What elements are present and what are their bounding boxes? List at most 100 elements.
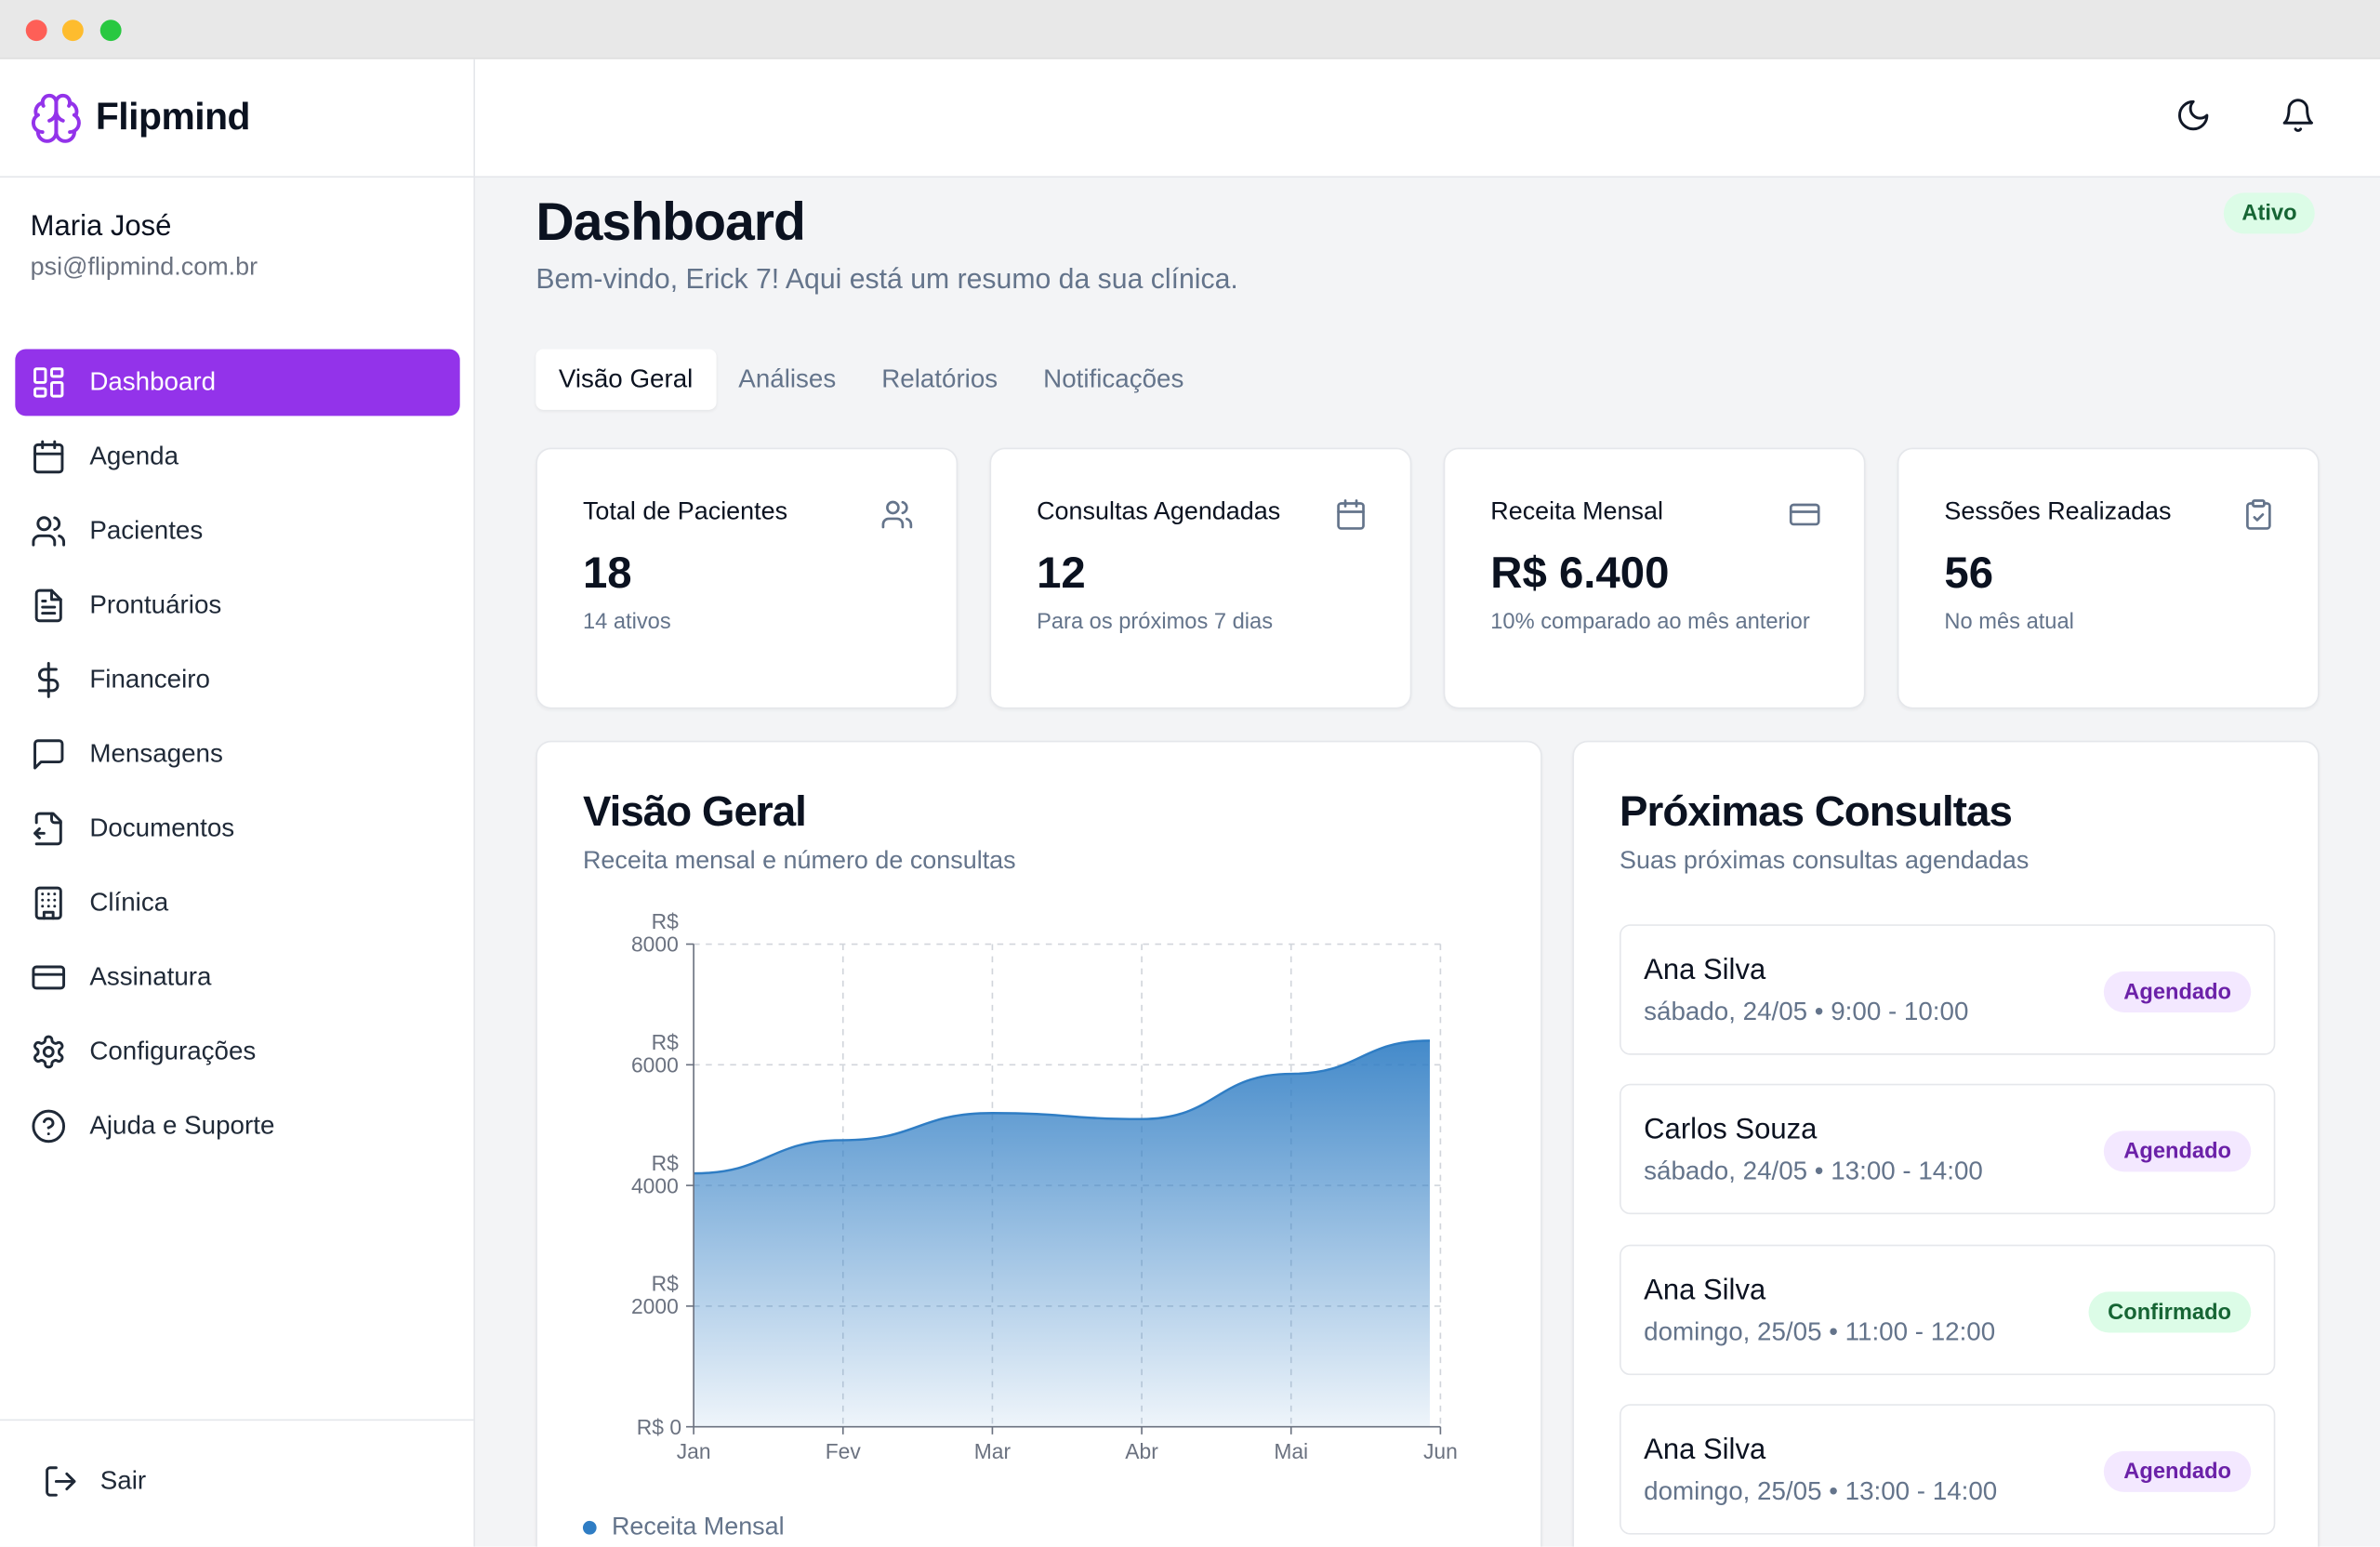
brain-icon: [29, 90, 84, 145]
stat-title: Sessões Realizadas: [1944, 497, 2172, 525]
sidebar-item-label: Configurações: [89, 1037, 257, 1066]
sidebar: Flipmind Maria José psi@flipmind.com.br …: [0, 59, 476, 1547]
logout-icon: [43, 1463, 79, 1500]
x-tick-label: Mar: [974, 1439, 1012, 1463]
appointment-patient: Ana Silva: [1644, 954, 1766, 987]
sidebar-item-label: Clínica: [89, 888, 169, 918]
appointment-patient: Carlos Souza: [1644, 1114, 1818, 1146]
stat-card-sessoes-realizadas: Sessões Realizadas 56 No mês atual: [1897, 447, 2320, 709]
sidebar-item-label: Financeiro: [89, 665, 210, 694]
stat-value: 12: [1037, 549, 1086, 599]
chart-card-subtitle: Receita mensal e número de consultas: [582, 847, 1016, 875]
tab-analises[interactable]: Análises: [738, 364, 837, 393]
moon-icon: [2175, 97, 2212, 140]
credit-card-icon: [1788, 498, 1821, 532]
user-email: psi@flipmind.com.br: [30, 253, 258, 282]
sidebar-item-pacientes[interactable]: Pacientes: [15, 498, 459, 565]
stat-note: Para os próximos 7 dias: [1037, 610, 1274, 635]
appointment-item[interactable]: Carlos Souza sábado, 24/05 • 13:00 - 14:…: [1620, 1083, 2276, 1215]
users-icon: [880, 498, 914, 532]
gear-icon: [31, 1034, 67, 1070]
y-tick-label: R$ 4000: [631, 1151, 679, 1197]
sidebar-item-assinatura[interactable]: Assinatura: [15, 945, 459, 1012]
sidebar-footer: Sair: [0, 1419, 476, 1547]
sidebar-item-prontuarios[interactable]: Prontuários: [15, 573, 459, 640]
sidebar-item-agenda[interactable]: Agenda: [15, 424, 459, 491]
tab-relatorios[interactable]: Relatórios: [881, 364, 998, 393]
help-icon: [31, 1108, 67, 1144]
dollar-icon: [31, 661, 67, 698]
tab-notificacoes[interactable]: Notificações: [1043, 364, 1184, 393]
chart-series-area: [693, 1039, 1431, 1427]
sidebar-item-label: Pacientes: [89, 516, 204, 546]
top-bar: [475, 59, 2380, 178]
series-line-receita-mensal: [694, 1039, 1430, 1175]
brand[interactable]: Flipmind: [0, 60, 476, 178]
page-title: Dashboard: [536, 192, 806, 253]
notifications-button[interactable]: [2275, 96, 2320, 141]
sidebar-item-documentos[interactable]: Documentos: [15, 796, 459, 863]
sidebar-item-clinica[interactable]: Clínica: [15, 870, 459, 937]
maximize-window-button[interactable]: [99, 20, 122, 42]
stat-note: 14 ativos: [582, 610, 671, 635]
sidebar-nav: Dashboard Agenda Pacientes Prontuários: [15, 349, 460, 1168]
user-name: Maria José: [30, 210, 172, 244]
appointment-patient: Ana Silva: [1644, 1275, 1766, 1307]
sidebar-item-financeiro[interactable]: Financeiro: [15, 647, 459, 714]
appointment-item[interactable]: Ana Silva sábado, 24/05 • 9:00 - 10:00 A…: [1620, 924, 2276, 1055]
file-text-icon: [31, 588, 67, 624]
chart-y-ticks: R$ 0 R$ 2000 R$ 4000 R$ 6000 R$ 8000: [631, 909, 681, 1439]
x-tick-label: Jan: [677, 1439, 711, 1463]
building-icon: [31, 885, 67, 921]
sidebar-item-mensagens[interactable]: Mensagens: [15, 721, 459, 788]
stat-value: 18: [582, 549, 632, 599]
sidebar-item-configuracoes[interactable]: Configurações: [15, 1019, 459, 1086]
stat-title: Consultas Agendadas: [1037, 497, 1281, 525]
stat-value: R$ 6.400: [1490, 549, 1670, 599]
sidebar-item-label: Documentos: [89, 813, 235, 843]
logout-button[interactable]: Sair: [43, 1463, 146, 1500]
appointment-item[interactable]: Ana Silva domingo, 25/05 • 13:00 - 14:00…: [1620, 1404, 2276, 1535]
y-tick-label: R$ 0: [637, 1415, 681, 1439]
minimize-window-button[interactable]: [61, 20, 84, 42]
appointments-title: Próximas Consultas: [1620, 787, 2013, 835]
appointment-status-badge: Agendado: [2104, 971, 2252, 1012]
upcoming-appointments-card: Próximas Consultas Suas próximas consult…: [1572, 740, 2320, 1547]
appointment-time: domingo, 25/05 • 11:00 - 12:00: [1644, 1317, 1996, 1347]
dashboard-icon: [31, 364, 67, 401]
chart-axes: [685, 943, 1442, 1435]
appointment-patient: Ana Silva: [1644, 1434, 1766, 1467]
x-tick-label: Jun: [1423, 1439, 1458, 1463]
sidebar-item-label: Mensagens: [89, 739, 223, 769]
appointment-status-badge: Agendado: [2104, 1130, 2252, 1172]
message-icon: [31, 736, 67, 773]
page-subtitle: Bem-vindo, Erick 7! Aqui está um resumo …: [536, 262, 1238, 295]
y-tick-label: R$ 8000: [631, 909, 679, 956]
x-tick-label: Abr: [1125, 1439, 1158, 1463]
appointment-time: sábado, 24/05 • 13:00 - 14:00: [1644, 1157, 1983, 1186]
y-tick-label: R$ 2000: [631, 1272, 679, 1318]
appointment-item[interactable]: Ana Silva domingo, 25/05 • 11:00 - 12:00…: [1620, 1244, 2276, 1376]
x-tick-label: Fev: [826, 1439, 862, 1463]
document-icon: [31, 811, 67, 847]
stat-card-total-pacientes: Total de Pacientes 18 14 ativos: [536, 447, 959, 709]
sidebar-item-label: Dashboard: [89, 367, 217, 397]
area-fill: [694, 1040, 1430, 1427]
sidebar-item-ajuda[interactable]: Ajuda e Suporte: [15, 1093, 459, 1160]
app-name: Flipmind: [95, 95, 251, 139]
theme-toggle-button[interactable]: [2171, 96, 2216, 141]
tab-visao-geral[interactable]: Visão Geral: [536, 349, 716, 410]
sidebar-item-dashboard[interactable]: Dashboard: [15, 349, 460, 416]
appointment-time: domingo, 25/05 • 13:00 - 14:00: [1644, 1476, 1998, 1506]
clipboard-check-icon: [2241, 498, 2275, 532]
chart-x-ticks: Jan Fev Mar Abr Mai Jun: [677, 1439, 1458, 1463]
appointment-status-badge: Agendado: [2104, 1450, 2252, 1492]
stat-value: 56: [1944, 549, 1994, 599]
tab-list: Visão Geral Análises Relatórios Notifica…: [536, 344, 1207, 415]
close-window-button[interactable]: [25, 20, 47, 42]
sidebar-item-label: Ajuda e Suporte: [89, 1111, 275, 1141]
y-tick-label: R$ 6000: [631, 1030, 679, 1077]
chart-card-title: Visão Geral: [582, 787, 807, 835]
appointment-time: sábado, 24/05 • 9:00 - 10:00: [1644, 997, 1969, 1026]
stat-card-receita-mensal: Receita Mensal R$ 6.400 10% comparado ao…: [1443, 447, 1866, 709]
